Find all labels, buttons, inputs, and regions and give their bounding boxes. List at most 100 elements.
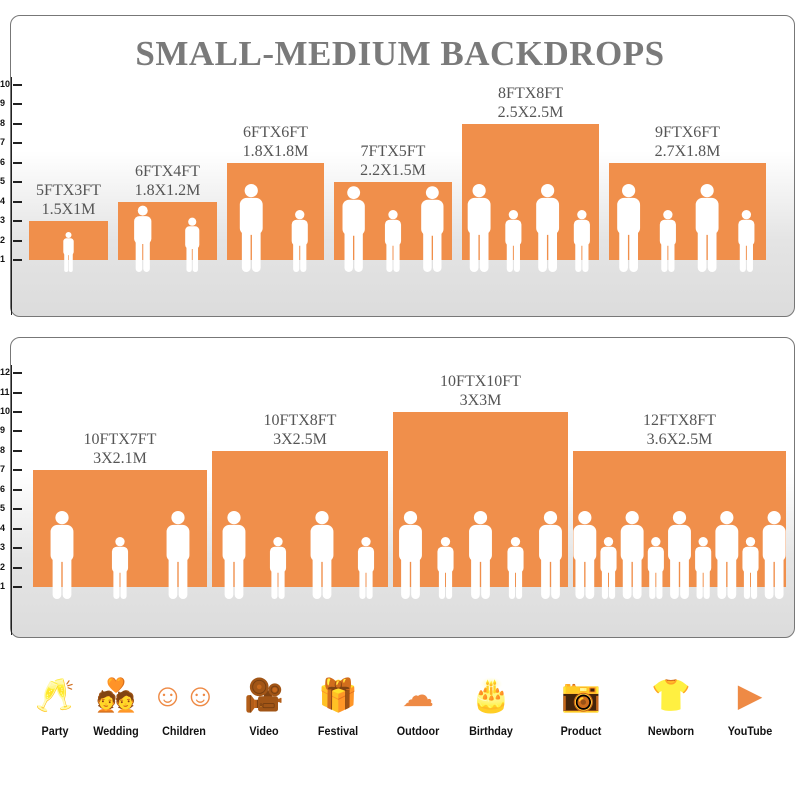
use-case-label: Children <box>162 724 206 738</box>
size-label-meters: 3X2.5M <box>273 430 327 448</box>
size-label-feet: 8FTX8FT <box>498 84 563 102</box>
size-label-meters: 2.5X2.5M <box>497 103 564 121</box>
height-ruler <box>11 365 12 635</box>
backdrop-size-block <box>212 450 388 587</box>
ruler-tick <box>13 410 22 413</box>
ruler-tick <box>13 142 22 145</box>
size-label-meters: 1.8X1.8M <box>242 142 309 160</box>
backdrop-size-block <box>227 162 324 260</box>
size-label-meters: 2.2X1.5M <box>360 162 426 180</box>
use-case-children: ☺☺ Children <box>149 670 219 739</box>
wedding-couple-icon: 💑 <box>96 677 136 713</box>
use-case-wedding: 💑 Wedding <box>81 670 151 738</box>
ruler-tick-label: 6 <box>0 483 6 494</box>
ruler-tick-label: 3 <box>0 215 6 226</box>
use-case-outdoor: ☁ Outdoor <box>383 670 453 738</box>
baby-onesie-icon: 👕 <box>651 677 691 713</box>
ruler-tick-label: 8 <box>0 117 6 128</box>
use-case-label: Wedding <box>93 724 139 738</box>
size-label-feet: 12FTX8FT <box>643 411 716 429</box>
ruler-tick <box>13 566 22 569</box>
cloud-icon: ☁ <box>402 677 434 713</box>
ruler-tick-label: 2 <box>0 234 6 245</box>
ruler-tick <box>13 259 22 261</box>
backdrop-size-block <box>29 221 108 260</box>
ruler-tick <box>13 449 22 452</box>
use-case-label: Birthday <box>469 724 513 738</box>
ruler-tick-label: 7 <box>0 137 6 148</box>
ruler-tick-label: 10 <box>0 78 11 89</box>
ruler-tick <box>13 372 22 375</box>
use-case-party: 🥂 Party <box>20 670 90 738</box>
backdrop-size-block <box>33 470 207 587</box>
use-case-label: Newborn <box>647 724 695 738</box>
size-label-meters: 3X2.1M <box>93 450 147 468</box>
size-label-feet: 6FTX6FT <box>243 123 308 141</box>
ruler-tick <box>13 83 22 86</box>
use-case-festival: 🎁 Festival <box>303 670 373 738</box>
ruler-tick <box>13 239 22 242</box>
use-case-label: Party <box>41 724 69 738</box>
size-label-meters: 1.5X1M <box>41 201 96 219</box>
backdrop-size-block <box>462 123 599 260</box>
use-case-label: Outdoor <box>396 724 440 738</box>
size-label-feet: 10FTX7FT <box>83 431 157 449</box>
ruler-tick-label: 4 <box>0 522 6 533</box>
ruler-tick <box>13 122 22 125</box>
size-label-feet: 9FTX6FT <box>655 123 720 141</box>
ruler-tick-label: 12 <box>0 367 11 378</box>
ruler-tick <box>13 430 22 433</box>
use-case-birthday: 🎂 Birthday <box>456 670 526 738</box>
size-label-meters: 3X3M <box>459 391 502 409</box>
ruler-tick-label: 9 <box>0 425 6 436</box>
size-label-feet: 6FTX4FT <box>135 162 200 180</box>
use-case-video: 🎥 Video <box>229 670 299 738</box>
birthday-cake-icon: 🎂 <box>471 677 511 713</box>
size-label-meters: 2.7X1.8M <box>654 142 721 160</box>
ruler-tick-label: 4 <box>0 195 6 206</box>
page-title: SMALL-MEDIUM BACKDROPS <box>135 34 665 73</box>
backdrop-size-block <box>118 201 217 260</box>
size-label-feet: 5FTX3FT <box>36 182 101 200</box>
ruler-tick-label: 11 <box>0 386 10 397</box>
backdrop-size-block <box>334 182 452 260</box>
ruler-tick <box>13 547 22 550</box>
ruler-tick <box>13 200 22 203</box>
ruler-tick-label: 1 <box>0 254 6 264</box>
ruler-tick-label: 6 <box>0 156 6 167</box>
backdrop-size-block <box>393 411 568 587</box>
size-label-meters: 1.8X1.2M <box>134 181 201 199</box>
use-case-youtube: ▶ YouTube <box>715 670 785 738</box>
ruler-tick-label: 8 <box>0 444 6 455</box>
backdrop-size-block <box>609 162 766 260</box>
ruler-tick <box>13 220 22 223</box>
ruler-tick <box>13 488 22 491</box>
ruler-tick <box>13 103 22 106</box>
ruler-tick-label: 10 <box>0 405 11 416</box>
use-case-product: 📷 Product <box>546 670 616 738</box>
ruler-tick <box>13 586 22 588</box>
ruler-tick-label: 2 <box>0 561 6 572</box>
ruler-tick-label: 3 <box>0 542 6 553</box>
ruler-tick-label: 7 <box>0 464 6 475</box>
use-case-newborn: 👕 Newborn <box>636 670 706 738</box>
ruler-tick <box>13 181 22 184</box>
ruler-tick <box>13 469 22 472</box>
size-label-feet: 10FTX8FT <box>263 411 337 429</box>
camera-icon: 📷 <box>561 677 601 713</box>
size-label-meters: 3.6X2.5M <box>646 430 713 448</box>
ruler-tick-label: 5 <box>0 503 6 514</box>
ruler-tick-label: 1 <box>0 581 6 591</box>
ruler-tick <box>13 391 22 394</box>
use-case-label: Video <box>249 724 279 738</box>
play-button-icon: ▶ <box>737 677 763 713</box>
ruler-tick-label: 9 <box>0 98 6 109</box>
use-case-label: Festival <box>317 724 359 738</box>
use-case-label: Product <box>560 724 602 738</box>
video-camera-icon: 🎥 <box>244 677 284 713</box>
size-label-feet: 10FTX10FT <box>440 372 521 390</box>
cheers-glasses-icon: 🥂 <box>35 677 75 713</box>
ruler-tick-label: 5 <box>0 176 6 187</box>
children-faces-icon: ☺☺ <box>151 676 217 713</box>
